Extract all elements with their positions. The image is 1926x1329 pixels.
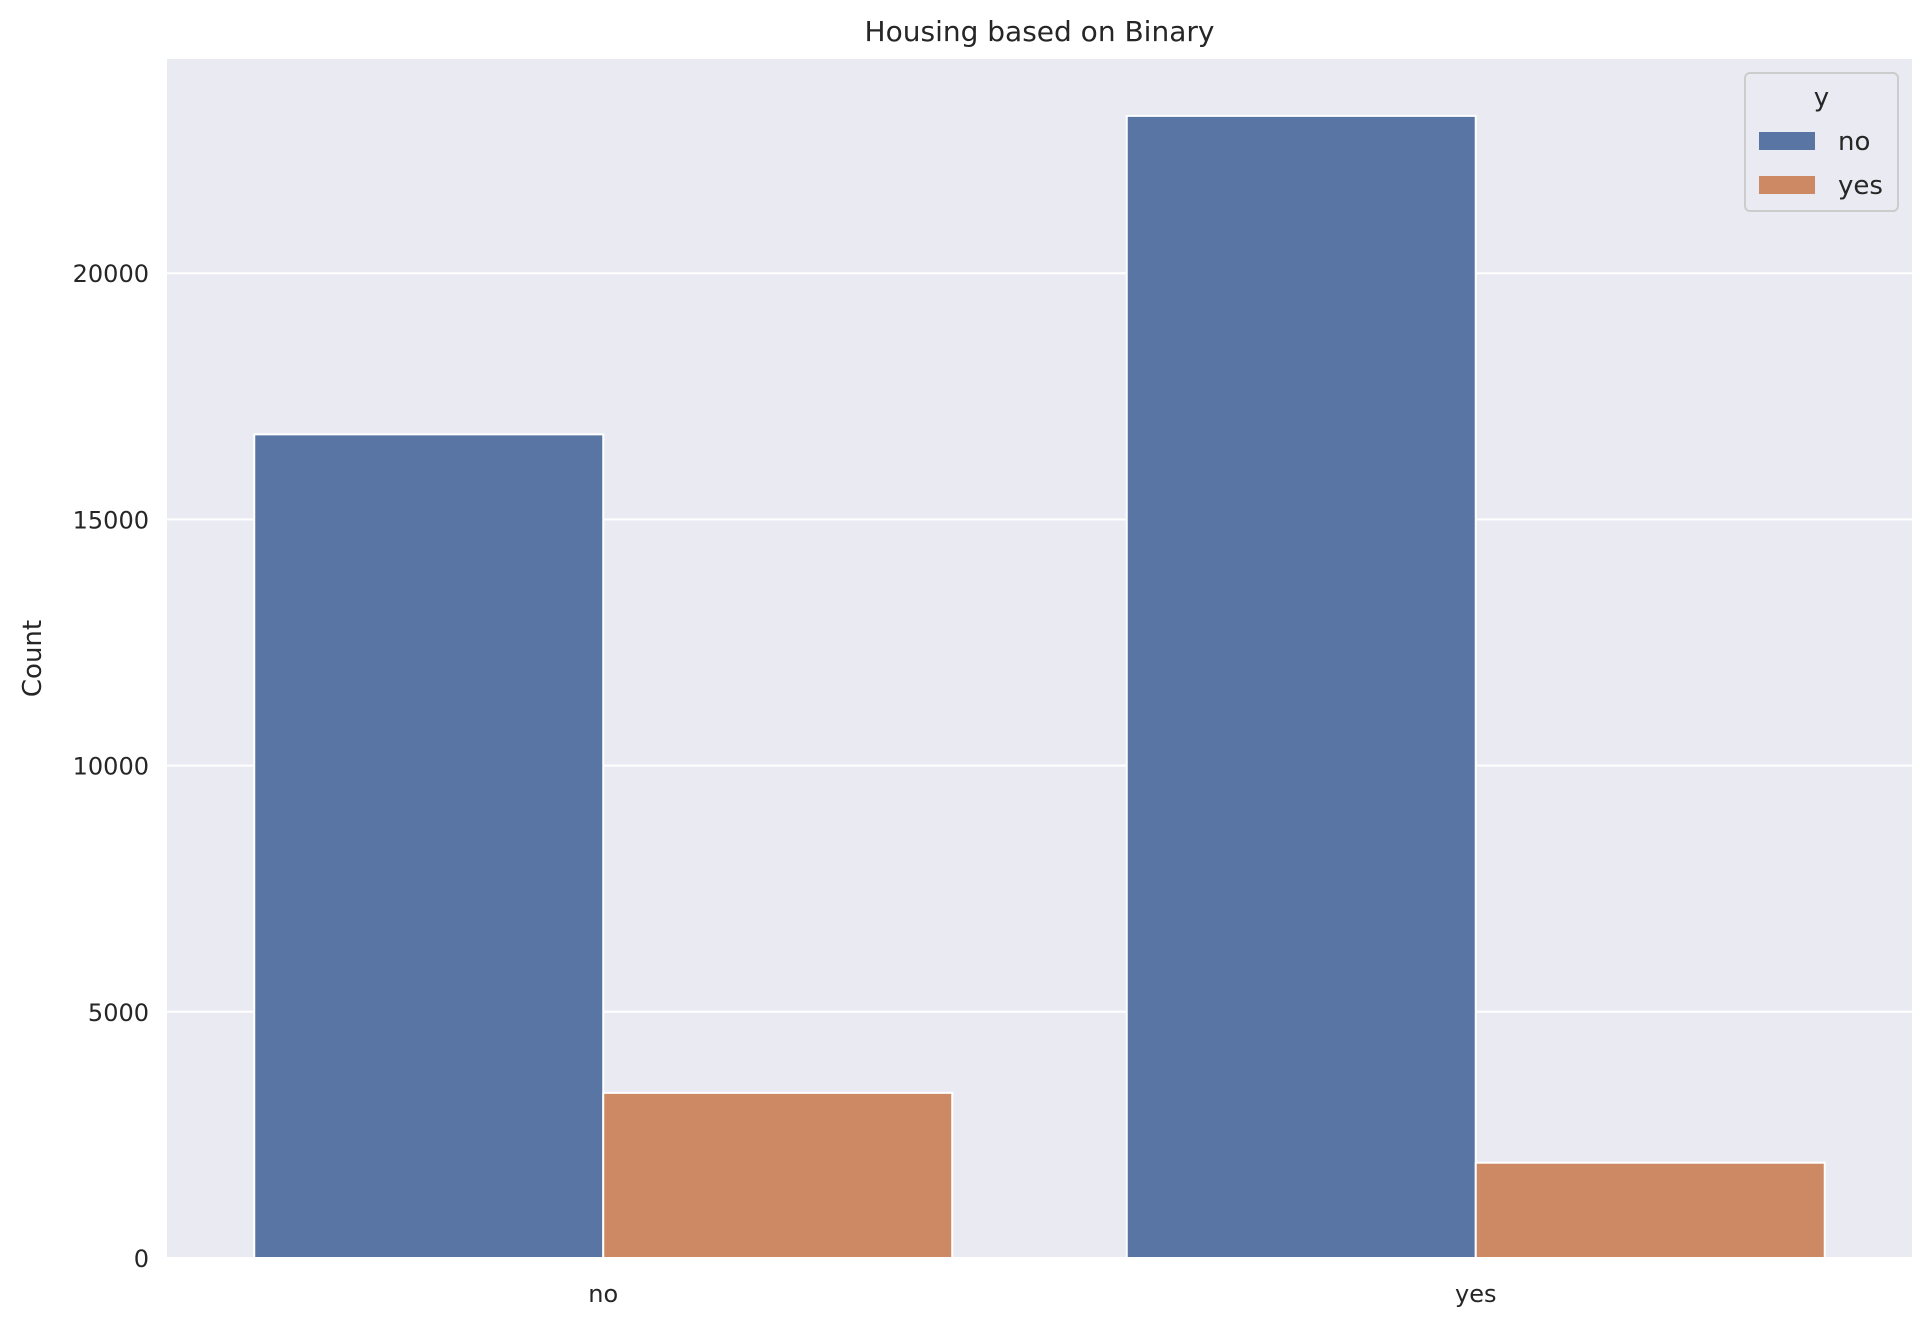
- y-axis-label: Count: [18, 620, 48, 697]
- legend-label: yes: [1838, 171, 1883, 201]
- legend-swatch: [1759, 176, 1815, 194]
- y-tick-label: 0: [134, 1245, 149, 1273]
- legend-items: no yes: [1759, 127, 1883, 201]
- chart-title: Housing based on Binary: [865, 15, 1215, 48]
- y-axis-ticks: 0 5000 10000 15000 20000: [73, 260, 149, 1273]
- bars: [253, 114, 1826, 1260]
- bar: [1125, 114, 1477, 1260]
- bar: [602, 1091, 954, 1260]
- legend-label: no: [1838, 127, 1870, 157]
- legend-title: y: [1814, 83, 1829, 113]
- bar: [1474, 1161, 1826, 1259]
- y-tick-label: 15000: [73, 506, 149, 534]
- y-tick-label: 5000: [88, 999, 149, 1027]
- y-tick-label: 10000: [73, 753, 149, 781]
- legend: y no yes: [1744, 72, 1899, 212]
- x-axis-ticks: no yes: [588, 1280, 1496, 1308]
- x-tick-label: yes: [1455, 1280, 1496, 1308]
- bar: [253, 433, 605, 1259]
- legend-swatch: [1759, 132, 1815, 150]
- x-tick-label: no: [588, 1280, 618, 1308]
- y-tick-label: 20000: [73, 260, 149, 288]
